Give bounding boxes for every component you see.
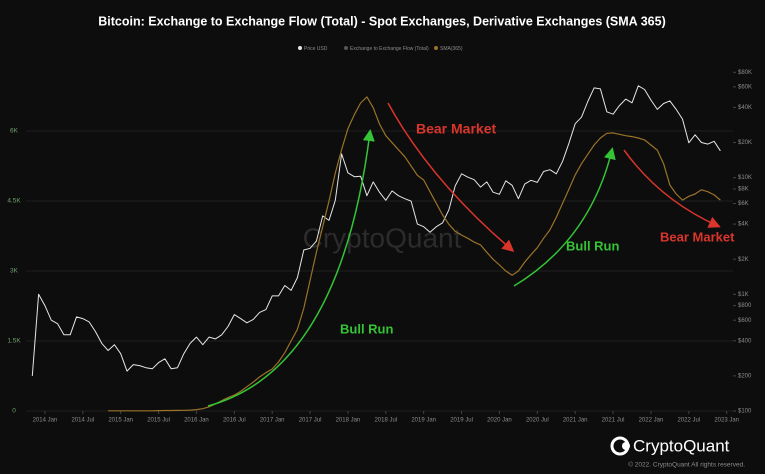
x-tick-label: 2014 Jan	[33, 418, 58, 424]
x-tick-label: 2020 Jan	[487, 418, 512, 424]
legend-swatch	[434, 46, 438, 50]
x-tick-label: 2021 Jul	[602, 418, 625, 424]
x-tick-label: 2018 Jan	[336, 418, 361, 424]
x-tick-label: 2019 Jan	[411, 418, 436, 424]
arrow	[207, 129, 375, 407]
y2-tick-label: $20K	[738, 140, 752, 146]
y-tick-label: 3K	[10, 268, 19, 275]
annotation: Bear Market	[660, 229, 735, 244]
arrow	[387, 102, 515, 252]
annotation: Bull Run	[340, 321, 393, 336]
y-tick-label: 0	[12, 408, 16, 415]
x-tick-label: 2015 Jan	[108, 418, 133, 424]
annotation: Bull Run	[566, 238, 619, 253]
brand: CryptoQuant	[633, 436, 730, 455]
legend-label: Exchange to Exchange Flow (Total)	[350, 46, 429, 52]
y2-tick-label: $8K	[738, 187, 749, 193]
legend-swatch	[298, 46, 302, 50]
y-tick-label: 6K	[10, 128, 19, 135]
series-line	[108, 96, 721, 412]
arrow	[623, 149, 721, 228]
y2-tick-label: $80K	[738, 70, 752, 76]
y2-tick-label: $10K	[738, 175, 752, 181]
x-tick-label: 2021 Jan	[563, 418, 588, 424]
y2-tick-label: $4K	[738, 222, 749, 228]
x-tick-label: 2016 Jan	[184, 418, 209, 424]
y-tick-label: 4.5K	[7, 198, 21, 205]
annotation: Bear Market	[416, 121, 496, 137]
legend-swatch	[344, 46, 348, 50]
arrow	[513, 147, 616, 287]
y2-tick-label: $800	[738, 303, 752, 309]
x-tick-label: 2017 Jan	[260, 418, 285, 424]
y2-tick-label: $1K	[738, 292, 749, 298]
y-tick-label: 1.5K	[7, 338, 21, 345]
y2-tick-label: $400	[738, 338, 752, 344]
x-tick-label: 2017 Jul	[299, 418, 322, 424]
y2-tick-label: $40K	[738, 105, 752, 111]
x-tick-label: 2015 Jul	[147, 418, 170, 424]
copyright: © 2022. CryptoQuant All rights reserved.	[628, 461, 745, 469]
x-tick-label: 2016 Jul	[223, 418, 246, 424]
x-tick-label: 2020 Jul	[526, 418, 549, 424]
x-tick-label: 2018 Jul	[374, 418, 397, 424]
y2-tick-label: $100	[738, 409, 752, 415]
watermark: CryptoQuant	[303, 222, 462, 253]
x-tick-label: 2022 Jul	[677, 418, 700, 424]
series-line	[31, 85, 721, 376]
y2-tick-label: $6K	[738, 201, 749, 207]
x-tick-label: 2014 Jul	[71, 418, 94, 424]
x-tick-label: 2019 Jul	[450, 418, 473, 424]
logo	[610, 436, 630, 456]
chart-title: Bitcoin: Exchange to Exchange Flow (Tota…	[98, 14, 666, 28]
legend-label: SMA(365)	[440, 46, 463, 52]
y2-tick-label: $600	[738, 318, 752, 324]
y2-tick-label: $60K	[738, 84, 752, 90]
x-tick-label: 2023 Jan	[714, 418, 739, 424]
y2-tick-label: $200	[738, 373, 752, 379]
x-tick-label: 2022 Jan	[639, 418, 664, 424]
plot: 0 1.5K 3K 4.5K 6K $100 $200 $400 $600 $800 $1K $2K $…	[7, 70, 752, 424]
legend-label: Price USD	[304, 46, 328, 52]
y2-tick-label: $2K	[738, 257, 749, 263]
